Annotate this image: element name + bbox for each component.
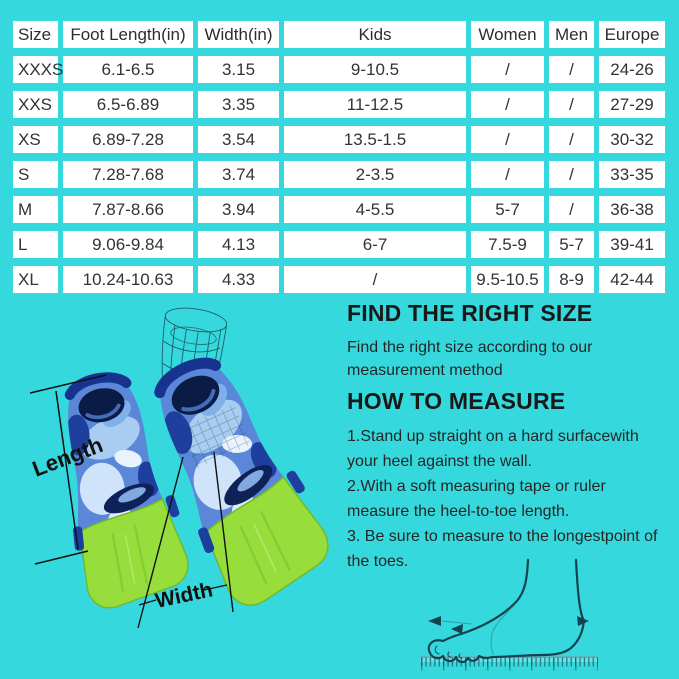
- table-cell: 2-3.5: [284, 161, 466, 188]
- description-line: Find the right size according to our: [347, 339, 593, 356]
- table-cell: 4-5.5: [284, 196, 466, 223]
- table-cell: 36-38: [599, 196, 665, 223]
- table-cell: 9-10.5: [284, 56, 466, 83]
- table-cell: 4.33: [198, 266, 279, 293]
- row-label: XS: [13, 126, 58, 153]
- column-header: Women: [471, 21, 544, 48]
- table-cell: 3.54: [198, 126, 279, 153]
- table-cell: 7.87-8.66: [63, 196, 193, 223]
- table-cell: 24-26: [599, 56, 665, 83]
- table-cell: /: [471, 91, 544, 118]
- table-cell: /: [549, 56, 594, 83]
- table-cell: 9.06-9.84: [63, 231, 193, 258]
- table-cell: 7.28-7.68: [63, 161, 193, 188]
- table-cell: 3.35: [198, 91, 279, 118]
- column-header: Foot Length(in): [63, 21, 193, 48]
- row-label: XL: [13, 266, 58, 293]
- table-cell: 4.13: [198, 231, 279, 258]
- foot-diagram: [420, 558, 598, 671]
- table-cell: 6-7: [284, 231, 466, 258]
- table-cell: 7.5-9: [471, 231, 544, 258]
- table-cell: 5-7: [471, 196, 544, 223]
- table-cell: 6.1-6.5: [63, 56, 193, 83]
- column-header: Width(in): [198, 21, 279, 48]
- row-label: XXS: [13, 91, 58, 118]
- table-cell: /: [471, 161, 544, 188]
- width-measure-line: [137, 451, 234, 629]
- table-cell: 6.5-6.89: [63, 91, 193, 118]
- section-title-find-size: FIND THE RIGHT SIZE: [347, 300, 593, 326]
- row-label: S: [13, 161, 58, 188]
- column-header: Men: [549, 21, 594, 48]
- mesh-texture: [180, 405, 251, 469]
- measure-steps: 1.Stand up straight on a hard surfacewit…: [347, 424, 657, 574]
- table-cell: /: [549, 196, 594, 223]
- table-cell: 5-7: [549, 231, 594, 258]
- column-header: Europe: [599, 21, 665, 48]
- fins-photo: [40, 339, 342, 615]
- column-header: Size: [13, 21, 58, 48]
- table-cell: /: [284, 266, 466, 293]
- step-line: 3. Be sure to measure to the longestpoin…: [347, 528, 658, 545]
- table-cell: 3.94: [198, 196, 279, 223]
- find-size-description: Find the right size according to our mea…: [347, 336, 592, 382]
- table-cell: 6.89-7.28: [63, 126, 193, 153]
- table-cell: 3.15: [198, 56, 279, 83]
- length-measure-line: [29, 374, 107, 565]
- table-cell: /: [549, 91, 594, 118]
- table-cell: 9.5-10.5: [471, 266, 544, 293]
- step-line: measure the heel-to-toe length.: [347, 503, 570, 520]
- step-line: 2.With a soft measuring tape or ruler: [347, 478, 606, 495]
- arrow-right-icon: [577, 616, 589, 626]
- table-cell: 13.5-1.5: [284, 126, 466, 153]
- size-chart-table: Size Foot Length(in) Width(in) Kids Wome…: [13, 21, 665, 293]
- table-cell: 39-41: [599, 231, 665, 258]
- table-cell: 30-32: [599, 126, 665, 153]
- table-cell: 11-12.5: [284, 91, 466, 118]
- table-cell: /: [549, 161, 594, 188]
- table-cell: 42-44: [599, 266, 665, 293]
- table-cell: 10.24-10.63: [63, 266, 193, 293]
- row-label: L: [13, 231, 58, 258]
- row-label: M: [13, 196, 58, 223]
- arrow-left-icon: [428, 616, 441, 626]
- table-cell: 8-9: [549, 266, 594, 293]
- table-cell: /: [549, 126, 594, 153]
- column-header: Kids: [284, 21, 466, 48]
- description-line: measurement method: [347, 362, 503, 379]
- step-line: 1.Stand up straight on a hard surfacewit…: [347, 428, 639, 445]
- table-cell: 3.74: [198, 161, 279, 188]
- table-cell: 33-35: [599, 161, 665, 188]
- arrow-toe-icon: [451, 624, 463, 634]
- row-label: XXXS: [13, 56, 63, 83]
- step-line: the toes.: [347, 553, 409, 570]
- section-title-how-to-measure: HOW TO MEASURE: [347, 388, 566, 414]
- step-line: your heel against the wall.: [347, 453, 532, 470]
- table-cell: /: [471, 126, 544, 153]
- table-cell: 27-29: [599, 91, 665, 118]
- table-cell: /: [471, 56, 544, 83]
